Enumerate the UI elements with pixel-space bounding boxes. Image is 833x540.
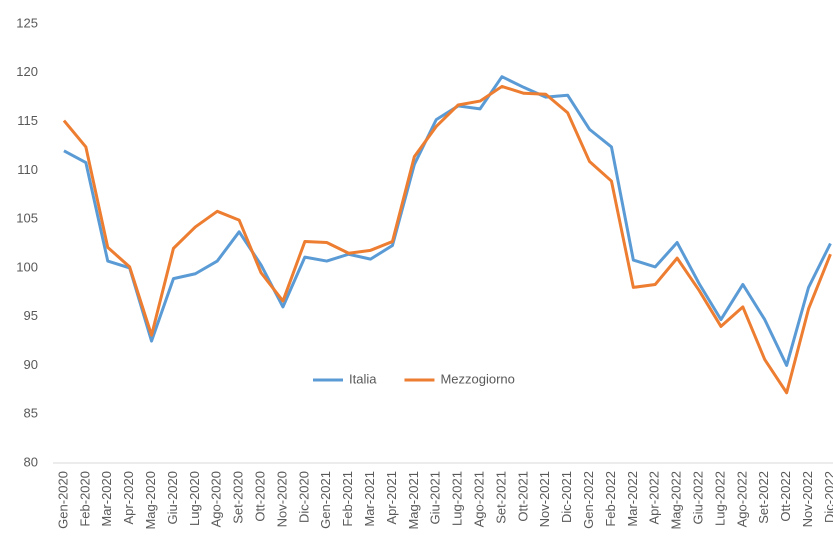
y-tick-label: 95 xyxy=(24,308,38,323)
x-tick-label: Mag-2020 xyxy=(143,471,158,530)
x-tick-label: Lug-2021 xyxy=(450,471,465,526)
x-tick-label: Apr-2021 xyxy=(384,471,399,524)
y-tick-label: 105 xyxy=(16,211,38,226)
x-tick-label: Lug-2022 xyxy=(712,471,727,526)
x-tick-label: Mar-2022 xyxy=(625,471,640,527)
x-tick-label: Gen-2020 xyxy=(55,471,70,529)
x-tick-label: Feb-2020 xyxy=(77,471,92,527)
x-tick-label: Giu-2020 xyxy=(165,471,180,524)
y-tick-label: 100 xyxy=(16,259,38,274)
x-tick-label: Mar-2020 xyxy=(99,471,114,527)
x-tick-label: Mar-2021 xyxy=(362,471,377,527)
x-tick-label: Dic-2021 xyxy=(559,471,574,523)
legend-label: Mezzogiorno xyxy=(440,371,514,386)
x-tick-label: Giu-2021 xyxy=(428,471,443,524)
x-tick-label: Nov-2020 xyxy=(274,471,289,527)
y-tick-label: 85 xyxy=(24,406,38,421)
y-tick-label: 115 xyxy=(17,113,38,128)
x-tick-label: Lug-2020 xyxy=(187,471,202,526)
y-tick-label: 125 xyxy=(16,15,38,30)
x-tick-label: Gen-2021 xyxy=(318,471,333,529)
x-tick-label: Dic-2022 xyxy=(822,471,833,523)
x-tick-label: Set-2022 xyxy=(756,471,771,524)
x-tick-label: Ott-2021 xyxy=(515,471,530,522)
x-tick-label: Apr-2020 xyxy=(121,471,136,524)
x-tick-label: Ago-2022 xyxy=(734,471,749,527)
x-tick-label: Mag-2021 xyxy=(406,471,421,530)
x-tick-label: Ott-2022 xyxy=(778,471,793,522)
legend-label: Italia xyxy=(349,371,377,386)
y-tick-label: 120 xyxy=(16,64,38,79)
x-tick-label: Ago-2020 xyxy=(209,471,224,527)
y-tick-label: 90 xyxy=(24,357,38,372)
y-tick-label: 80 xyxy=(24,454,38,469)
x-tick-label: Nov-2022 xyxy=(800,471,815,527)
x-tick-label: Ago-2021 xyxy=(471,471,486,527)
x-tick-label: Feb-2021 xyxy=(340,471,355,527)
x-tick-label: Set-2020 xyxy=(231,471,246,524)
y-tick-label: 110 xyxy=(17,162,38,177)
x-tick-label: Gen-2022 xyxy=(581,471,596,529)
x-tick-label: Giu-2022 xyxy=(690,471,705,524)
x-tick-label: Dic-2020 xyxy=(296,471,311,523)
x-tick-label: Apr-2022 xyxy=(647,471,662,524)
x-tick-label: Nov-2021 xyxy=(537,471,552,527)
x-tick-label: Set-2021 xyxy=(493,471,508,524)
x-tick-label: Feb-2022 xyxy=(603,471,618,527)
series-line xyxy=(63,75,832,367)
series-line xyxy=(62,84,832,395)
x-tick-label: Ott-2020 xyxy=(252,471,267,522)
x-tick-label: Mag-2022 xyxy=(669,471,684,530)
